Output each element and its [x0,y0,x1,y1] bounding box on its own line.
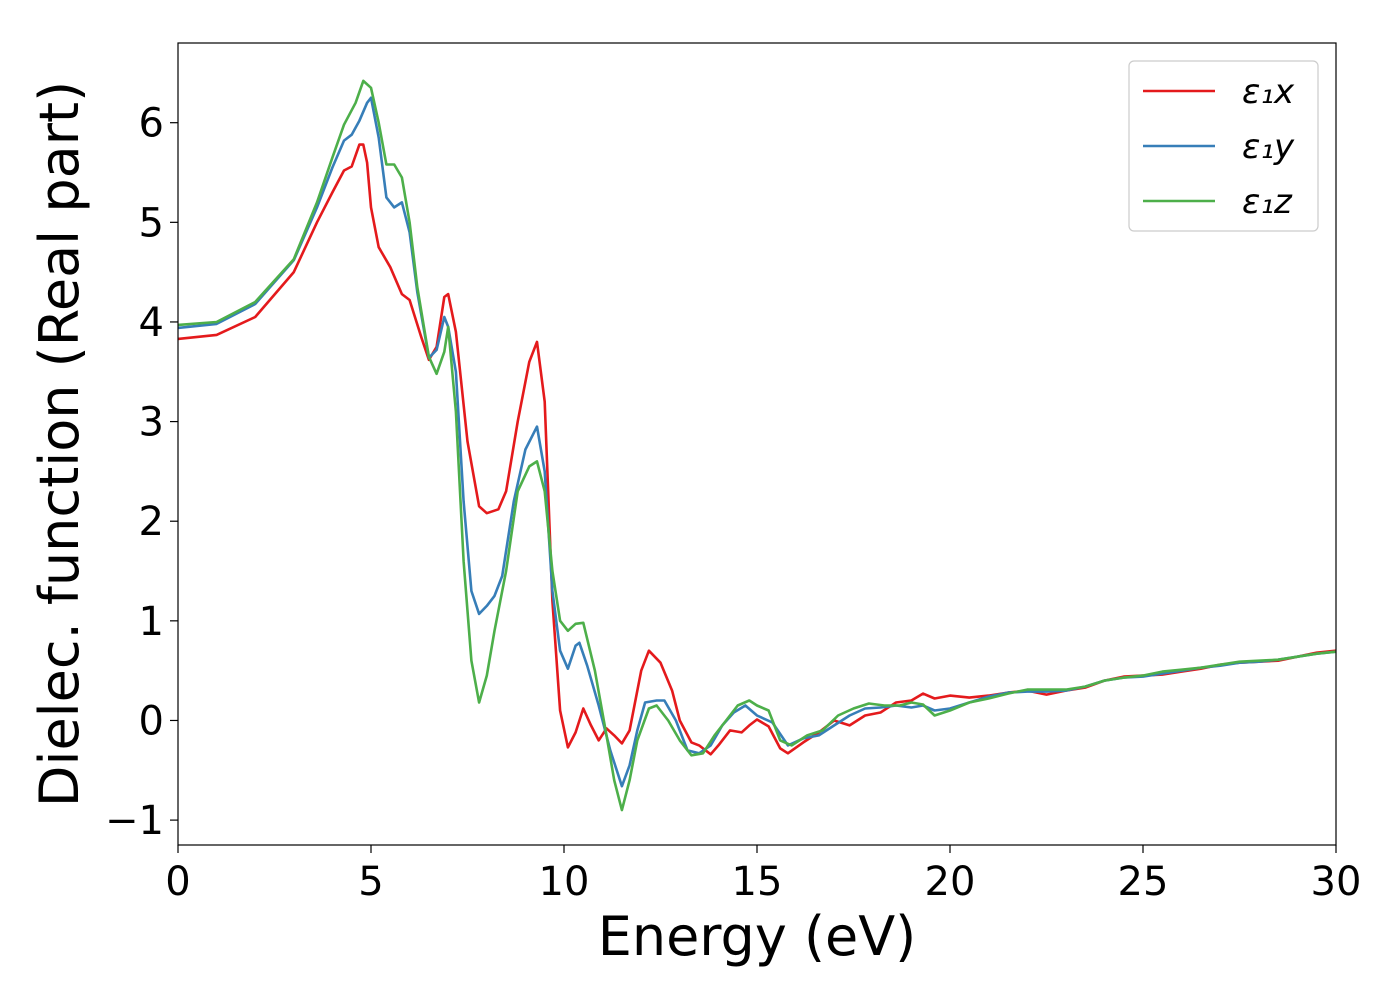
y-tick-label: 5 [139,200,164,246]
series-line-1 [178,143,1336,756]
y-tick-label: −1 [105,798,164,844]
legend: ε₁x ε₁y ε₁z [1128,60,1319,232]
y-axis-ticks: −1 0 1 2 3 4 5 6 [105,101,178,844]
legend-label: ε₁x [1242,72,1295,112]
y-axis-title: Dielec. function (Real part) [28,81,91,807]
legend-label: ε₁z [1242,182,1293,222]
y-tick-label: 3 [139,400,164,446]
legend-label: ε₁y [1242,127,1295,167]
y-tick-label: 2 [139,499,164,545]
x-axis-title: Energy (eV) [598,905,917,968]
legend-box [1128,60,1319,232]
y-tick-label: 0 [139,698,164,744]
x-tick-label: 20 [925,859,976,905]
series-line-2 [178,96,1336,788]
x-axis-ticks: 0 5 10 15 20 25 30 [165,845,1361,905]
series-line-3 [178,79,1336,812]
y-tick-label: 1 [139,599,164,645]
x-tick-label: 5 [358,859,383,905]
x-tick-label: 30 [1311,859,1362,905]
x-tick-label: 25 [1118,859,1169,905]
y-tick-label: 4 [139,300,164,346]
x-tick-label: 0 [165,859,190,905]
series-layer [178,79,1336,812]
y-tick-label: 6 [139,101,164,147]
x-tick-label: 10 [539,859,590,905]
x-tick-label: 15 [732,859,783,905]
